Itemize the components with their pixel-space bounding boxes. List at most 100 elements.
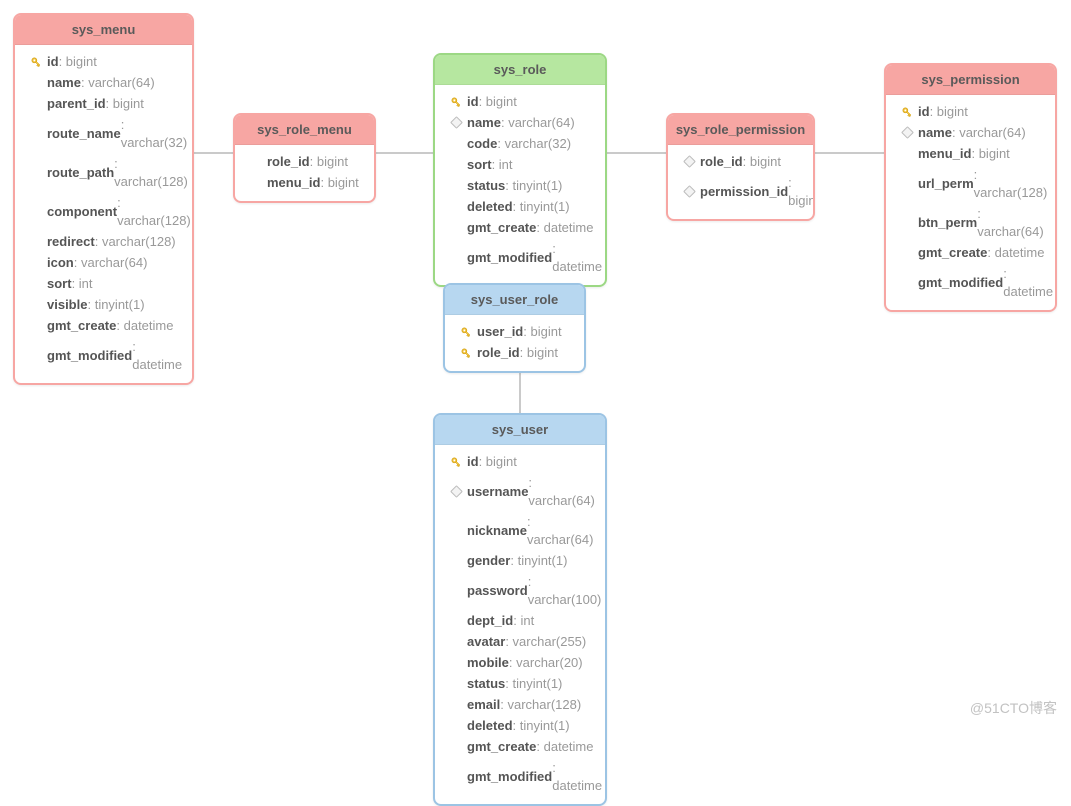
field-type: : bigint xyxy=(479,453,517,471)
field-row: user_id: bigint xyxy=(455,321,574,342)
field-type: : varchar(32) xyxy=(497,135,571,153)
field-row: parent_id: bigint xyxy=(25,93,182,114)
field-type-value: bigint xyxy=(113,96,144,111)
field-type: : tinyint(1) xyxy=(87,296,144,314)
field-type-value: bigint xyxy=(66,54,97,69)
index-diamond-icon xyxy=(678,157,700,166)
field-name: route_path xyxy=(47,164,114,182)
field-name: btn_perm xyxy=(918,214,977,232)
field-name: id xyxy=(467,93,479,111)
field-type-value: bigint xyxy=(486,454,517,469)
field-type-value: tinyint(1) xyxy=(520,199,570,214)
field-name: nickname xyxy=(467,522,527,540)
field-row: code: varchar(32) xyxy=(445,133,595,154)
entity-sys_role_menu: sys_role_menurole_id: bigintmenu_id: big… xyxy=(233,113,376,203)
field-name: gmt_create xyxy=(467,738,536,756)
field-name: sort xyxy=(47,275,72,293)
field-type-value: bigint xyxy=(317,154,348,169)
field-name: url_perm xyxy=(918,175,974,193)
field-type: : bigint xyxy=(930,103,968,121)
field-row: gmt_create: datetime xyxy=(445,217,595,238)
field-name: email xyxy=(467,696,500,714)
entity-body: role_id: bigintpermission_id: bigint xyxy=(668,145,813,219)
field-name: permission_id xyxy=(700,183,788,201)
field-name: gmt_modified xyxy=(467,249,552,267)
field-row: role_id: bigint xyxy=(455,342,574,363)
field-type-value: varchar(128) xyxy=(102,234,176,249)
field-type-value: datetime xyxy=(1003,284,1053,299)
field-type: : datetime xyxy=(1003,265,1053,301)
field-type: : bigint xyxy=(520,344,558,362)
field-type: : varchar(64) xyxy=(74,254,148,272)
field-row: component: varchar(128) xyxy=(25,192,182,231)
field-row: role_id: bigint xyxy=(678,151,803,172)
field-type-value: datetime xyxy=(544,739,594,754)
field-type: : bigint xyxy=(320,174,358,192)
field-row: sort: int xyxy=(25,273,182,294)
field-row: avatar: varchar(255) xyxy=(445,631,595,652)
field-type: : varchar(20) xyxy=(509,654,583,672)
field-row: name: varchar(64) xyxy=(25,72,182,93)
field-row: id: bigint xyxy=(445,91,595,112)
field-row: gmt_create: datetime xyxy=(896,242,1045,263)
field-row: permission_id: bigint xyxy=(678,172,803,211)
primary-key-icon xyxy=(449,455,463,469)
field-name: name xyxy=(918,124,952,142)
field-type: : bigint xyxy=(59,53,97,71)
entity-header: sys_user_role xyxy=(445,285,584,315)
field-type: : varchar(64) xyxy=(527,513,595,549)
field-type-value: datetime xyxy=(552,259,602,274)
field-type: : tinyint(1) xyxy=(513,198,570,216)
field-type-value: varchar(32) xyxy=(121,135,187,150)
field-type: : int xyxy=(492,156,513,174)
field-type-value: varchar(64) xyxy=(81,255,147,270)
field-type: : datetime xyxy=(552,240,602,276)
field-name: status xyxy=(467,675,505,693)
field-row: mobile: varchar(20) xyxy=(445,652,595,673)
field-type: : bigint xyxy=(479,93,517,111)
index-diamond-icon xyxy=(445,118,467,127)
primary-key-icon xyxy=(25,55,47,69)
field-type-value: varchar(64) xyxy=(88,75,154,90)
field-name: gender xyxy=(467,552,510,570)
field-type: : bigint xyxy=(971,145,1009,163)
field-type-value: varchar(100) xyxy=(528,592,602,607)
field-row: sort: int xyxy=(445,154,595,175)
field-row: gmt_modified: datetime xyxy=(896,263,1045,302)
field-name: redirect xyxy=(47,233,95,251)
field-type-value: tinyint(1) xyxy=(518,553,568,568)
field-name: visible xyxy=(47,296,87,314)
field-row: menu_id: bigint xyxy=(896,143,1045,164)
field-type: : varchar(64) xyxy=(952,124,1026,142)
entity-header: sys_user xyxy=(435,415,605,445)
entity-header: sys_role xyxy=(435,55,605,85)
field-type: : varchar(128) xyxy=(974,166,1048,202)
field-type: : varchar(128) xyxy=(117,194,191,230)
field-row: gmt_modified: datetime xyxy=(445,238,595,277)
field-name: gmt_create xyxy=(47,317,116,335)
field-type-value: datetime xyxy=(995,245,1045,260)
field-row: icon: varchar(64) xyxy=(25,252,182,273)
field-type-value: varchar(128) xyxy=(974,185,1048,200)
field-type: : varchar(255) xyxy=(505,633,586,651)
field-type-value: bigint xyxy=(750,154,781,169)
field-type: : datetime xyxy=(536,738,593,756)
field-type-value: int xyxy=(79,276,93,291)
entity-sys_role_permission: sys_role_permissionrole_id: bigintpermis… xyxy=(666,113,815,221)
field-type: : int xyxy=(513,612,534,630)
field-row: gmt_create: datetime xyxy=(445,736,595,757)
field-row: id: bigint xyxy=(445,451,595,472)
entity-body: id: bigintusername: varchar(64) nickname:… xyxy=(435,445,605,804)
field-row: route_path: varchar(128) xyxy=(25,153,182,192)
entity-body: role_id: bigintmenu_id: bigint xyxy=(235,145,374,201)
field-type-value: bigint xyxy=(979,146,1010,161)
field-name: avatar xyxy=(467,633,505,651)
primary-key-icon xyxy=(900,105,914,119)
primary-key-icon xyxy=(445,455,467,469)
field-type: : varchar(128) xyxy=(95,233,176,251)
field-row: username: varchar(64) xyxy=(445,472,595,511)
field-type: : varchar(64) xyxy=(501,114,575,132)
field-row: status: tinyint(1) xyxy=(445,175,595,196)
field-type: : varchar(128) xyxy=(500,696,581,714)
field-type: : varchar(64) xyxy=(528,474,595,510)
